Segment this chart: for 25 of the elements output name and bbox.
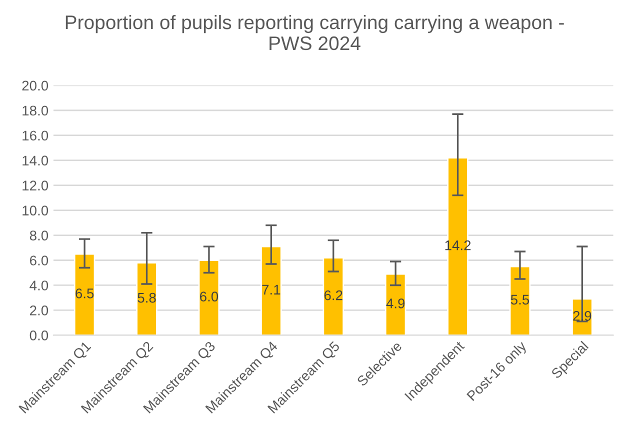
- data-label: 5.8: [138, 292, 156, 303]
- bar: [509, 266, 531, 336]
- y-tick-label: 14.0: [22, 156, 48, 166]
- data-label: 5.5: [510, 294, 530, 305]
- data-label: 7.1: [262, 284, 280, 294]
- y-tick-label: 2.0: [30, 306, 48, 316]
- y-tick-label: 18.0: [22, 106, 48, 116]
- chart-title: Proportion of pupils reporting carrying carrying a weapon - PWS 2024: [66, 14, 564, 50]
- y-tick-label: 12.0: [22, 180, 48, 190]
- y-tick-label: 16.0: [22, 130, 48, 141]
- bar: [384, 273, 406, 336]
- y-tick-label: 10.0: [22, 206, 48, 216]
- data-label: 6.5: [76, 288, 94, 298]
- data-label: 6.2: [324, 290, 342, 300]
- bar: [198, 260, 220, 336]
- y-tick-label: 20.0: [22, 80, 48, 91]
- y-tick-label: 0.0: [30, 330, 48, 340]
- y-tick-label: 4.0: [30, 280, 48, 290]
- y-tick-label: 8.0: [30, 230, 48, 240]
- bar: [136, 262, 158, 336]
- bar: [74, 253, 96, 336]
- bar: [260, 246, 282, 336]
- data-label: 6.0: [200, 292, 218, 302]
- y-tick-label: 6.0: [30, 256, 48, 266]
- bar: [322, 257, 344, 336]
